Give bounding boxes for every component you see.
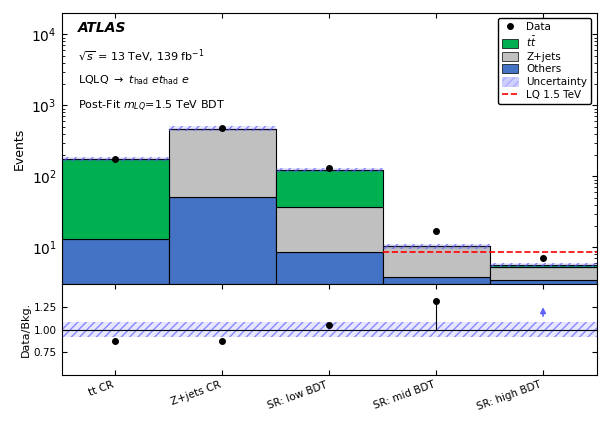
Bar	[276, 170, 383, 208]
Bar	[490, 265, 597, 267]
Line: Data: Data	[112, 125, 546, 261]
Text: $\sqrt{s}$ = 13 TeV, 139 fb$^{-1}$: $\sqrt{s}$ = 13 TeV, 139 fb$^{-1}$	[77, 47, 204, 65]
Bar	[62, 157, 169, 161]
Bar	[276, 167, 383, 172]
Bar	[276, 167, 383, 172]
Text: Post-Fit $m_{LQ}$=1.5 TeV BDT: Post-Fit $m_{LQ}$=1.5 TeV BDT	[77, 99, 224, 114]
Bar	[490, 262, 597, 267]
Bar	[62, 157, 169, 161]
Bar	[62, 323, 597, 337]
Bar	[169, 129, 276, 197]
Data	[325, 166, 333, 171]
Text: LQLQ $\rightarrow$ $t_{\mathrm{had}}$ $et_{\mathrm{had}}$ $e$: LQLQ $\rightarrow$ $t_{\mathrm{had}}$ $e…	[77, 73, 189, 87]
Bar	[62, 239, 169, 436]
Legend: Data, $t\bar{t}$, Z+jets, Others, Uncertainty, LQ 1.5 TeV: Data, $t\bar{t}$, Z+jets, Others, Uncert…	[498, 18, 592, 104]
Y-axis label: Data/Bkg.: Data/Bkg.	[21, 302, 31, 358]
Bar	[169, 126, 276, 131]
Bar	[383, 245, 490, 249]
Data	[432, 228, 440, 234]
Data	[111, 157, 119, 162]
Bar	[383, 277, 490, 436]
Bar	[490, 267, 597, 280]
Text: ATLAS: ATLAS	[77, 21, 126, 35]
Y-axis label: Events: Events	[13, 128, 26, 170]
Bar	[383, 245, 490, 249]
Bar	[62, 323, 597, 337]
Bar	[490, 262, 597, 267]
Bar	[276, 208, 383, 252]
Bar	[169, 126, 276, 131]
Bar	[276, 252, 383, 436]
Bar	[490, 280, 597, 436]
Bar	[62, 159, 169, 239]
Data	[218, 126, 226, 131]
Bar	[169, 197, 276, 436]
Data	[539, 256, 547, 261]
Bar	[383, 246, 490, 277]
